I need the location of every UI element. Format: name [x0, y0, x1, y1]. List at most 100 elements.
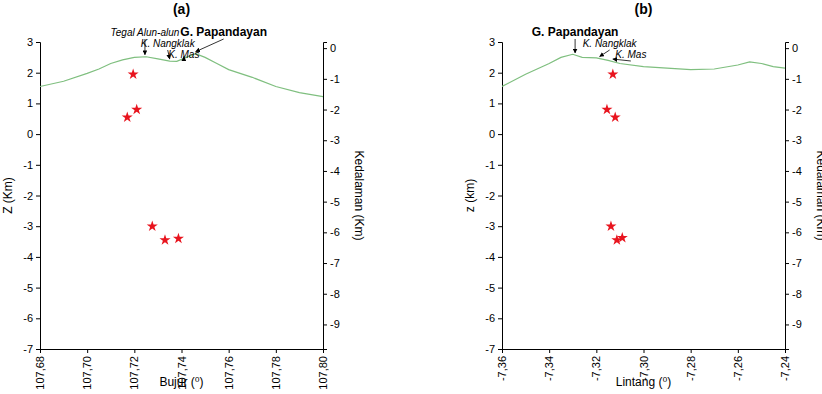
annotation-arrow [196, 39, 224, 52]
y-tick-mark [498, 226, 502, 227]
hypocenter-marker [617, 232, 628, 243]
y2-tick-mark [785, 171, 789, 172]
y-tick-mark [36, 165, 40, 166]
y-tick-mark [36, 103, 40, 104]
y2-tick-mark [323, 140, 327, 141]
y2-tick-label: -6 [792, 226, 802, 238]
y2-axis: -9-8-7-6-5-4-3-2-10 [323, 42, 340, 349]
y2-tick: -5 [323, 196, 340, 208]
x-tick-mark [229, 349, 230, 353]
y-tick-mark [36, 349, 40, 350]
annotation-label: Tegal Alun-alun [111, 27, 180, 38]
y-tick-mark [36, 42, 40, 43]
x-tick-mark [87, 349, 88, 353]
hypocenter-marker [173, 233, 184, 244]
y-tick: -1 [23, 159, 40, 171]
hypocenter-marker [128, 68, 139, 79]
y2-tick-label: -1 [330, 73, 340, 85]
x-tick: 107,70 [81, 349, 93, 390]
y2-tick-label: -2 [330, 104, 340, 116]
y2-tick: -7 [785, 257, 802, 269]
y-tick: -2 [485, 190, 502, 202]
y2-tick-label: -8 [330, 288, 340, 300]
y-tick: 1 [489, 97, 502, 109]
y-tick-label: 2 [489, 67, 495, 79]
x-tick-label: -7,28 [685, 356, 697, 381]
y2-tick-mark [323, 232, 327, 233]
x-tick: 107,78 [270, 349, 282, 390]
x-tick-mark [276, 349, 277, 353]
y-axis-line [36, 43, 41, 350]
x-tick: 107,72 [128, 349, 140, 390]
y-tick-label: -3 [485, 220, 495, 232]
y2-tick-label: -5 [792, 196, 802, 208]
x-tick-label: -7,32 [590, 356, 602, 381]
x-tick-mark [134, 349, 135, 353]
y-axis-title: Z (Km) [1, 177, 15, 214]
y-tick-mark [498, 134, 502, 135]
y2-tick: -4 [785, 165, 802, 177]
y2-tick-label: -1 [792, 73, 802, 85]
annotation-arrow [575, 39, 576, 53]
y2-tick: -7 [323, 257, 340, 269]
y2-tick: -6 [323, 226, 340, 238]
y-tick-label: -1 [485, 159, 495, 171]
annotation-label: K. Nangklak [141, 38, 196, 49]
x-tick-mark [738, 349, 739, 353]
y-tick: -6 [485, 312, 502, 324]
hypocenter-marker [159, 234, 170, 245]
y2-tick-mark [785, 48, 789, 49]
y2-tick-mark [785, 79, 789, 80]
y2-tick: -1 [323, 73, 340, 85]
y-tick-label: -2 [485, 190, 495, 202]
y2-tick-label: 0 [792, 42, 798, 54]
x-tick: -7,32 [590, 349, 602, 381]
y-tick-mark [36, 226, 40, 227]
panel: (a)107,68107,70107,72107,74107,76107,781… [1, 1, 366, 390]
x-tick-mark [691, 349, 692, 353]
x-axis-title: Bujur (⁰) [159, 375, 203, 389]
x-tick-label: -7,34 [543, 356, 555, 381]
x-tick-label: 107,80 [317, 356, 329, 390]
y2-tick-label: -9 [330, 318, 340, 330]
y-axis-line [498, 43, 503, 350]
y-tick-mark [498, 196, 502, 197]
y2-tick-mark [785, 324, 789, 325]
y2-tick: -3 [785, 134, 802, 146]
x-tick: -7,36 [496, 349, 508, 381]
y-tick-label: -6 [485, 312, 495, 324]
y2-tick: -2 [323, 104, 340, 116]
y2-tick: -8 [323, 288, 340, 300]
y-tick-mark [498, 318, 502, 319]
y2-tick-label: -4 [792, 165, 802, 177]
hypocenter-marker [122, 111, 133, 122]
panel-title: (a) [173, 1, 190, 17]
plot-area [502, 54, 785, 244]
y-tick: -3 [485, 220, 502, 232]
y2-axis-line [786, 43, 790, 350]
y-tick: 3 [27, 36, 40, 48]
y-tick-label: -5 [23, 282, 33, 294]
y-tick: -1 [485, 159, 502, 171]
y2-tick-mark [785, 202, 789, 203]
x-tick-mark [182, 349, 183, 353]
y2-tick-label: -7 [792, 257, 802, 269]
y-tick-mark [36, 288, 40, 289]
y2-tick-mark [785, 294, 789, 295]
y2-tick-mark [785, 140, 789, 141]
x-tick-mark [549, 349, 550, 353]
annotation-label: K. Nangklak [583, 38, 638, 49]
topography-line [40, 54, 323, 97]
y2-tick: -1 [785, 73, 802, 85]
y-tick-label: 3 [489, 36, 495, 48]
y2-tick: -3 [323, 134, 340, 146]
y2-tick-mark [323, 263, 327, 264]
y2-tick-label: -7 [330, 257, 340, 269]
y-tick: 0 [27, 128, 40, 140]
y2-tick-label: -9 [792, 318, 802, 330]
y-tick-label: -5 [485, 282, 495, 294]
y2-tick: -9 [785, 318, 802, 330]
y-tick-label: 1 [27, 97, 33, 109]
panel-title: (b) [635, 1, 653, 17]
x-tick-label: 107,70 [81, 356, 93, 390]
